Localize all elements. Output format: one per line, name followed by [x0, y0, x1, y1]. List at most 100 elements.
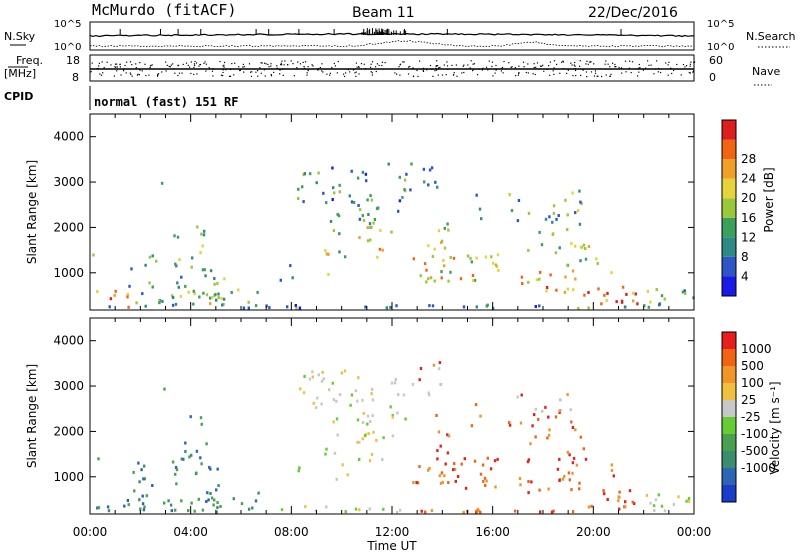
echo-cell [338, 250, 341, 254]
echo-cell [574, 211, 577, 215]
echo-cell [410, 162, 413, 166]
echo-cell [658, 303, 661, 307]
nave-dot [205, 70, 207, 72]
nave-dot [114, 66, 116, 68]
echo-cell [175, 482, 178, 486]
nave-dot [492, 75, 494, 77]
echo-cell [366, 422, 369, 426]
nave-dot [331, 67, 333, 69]
nave-dot [177, 74, 179, 77]
echo-cell [538, 230, 541, 234]
echo-cell [135, 301, 138, 305]
nave-dot [370, 71, 372, 73]
echo-cell [610, 463, 613, 467]
echo-cell [428, 304, 431, 308]
echo-cell [291, 276, 294, 280]
echo-cell [201, 268, 205, 272]
nave-dot [173, 68, 175, 70]
colorbar-tick-label: 16 [741, 211, 756, 225]
echo-cell [440, 241, 443, 244]
echo-cell [142, 508, 146, 512]
nave-dot [559, 72, 561, 74]
echo-cell [433, 279, 436, 283]
nave-dot [100, 74, 103, 76]
nave-dot [689, 65, 691, 67]
echo-cell [546, 436, 549, 440]
nsky-panel: N.Sky 10^5 10^0 10^5 10^0 N.Search [4, 19, 796, 53]
echo-cell [491, 261, 495, 265]
echo-cell [371, 398, 375, 402]
echo-cell [365, 179, 368, 183]
echo-cell [199, 416, 203, 420]
echo-cell [344, 255, 347, 259]
nave-dot [412, 67, 414, 69]
nave-dot [317, 67, 319, 70]
nave-dot [282, 74, 284, 76]
echo-cell [297, 187, 300, 191]
echo-cell [209, 467, 212, 471]
nave-dot [222, 71, 224, 74]
echo-cell [204, 274, 207, 278]
power-panel: 1000 2000 3000 4000 Slant Range [km] 4 8 12 16… [25, 113, 776, 311]
echo-cell [311, 370, 314, 374]
echo-cell [552, 204, 556, 208]
echo-cell [213, 498, 216, 502]
nave-dot [102, 72, 104, 74]
nave-dot [281, 64, 283, 66]
colorbar-tick-label: 500 [741, 359, 764, 373]
echo-cell [427, 468, 430, 472]
nave-dot [693, 70, 695, 72]
echo-cell [114, 289, 117, 293]
nave-dot [510, 66, 512, 68]
nave-dot [538, 68, 541, 70]
echo-cell [366, 239, 370, 243]
nave-dot [370, 66, 372, 68]
colorbar-tick-label: -500 [741, 444, 768, 458]
nave-dot [97, 67, 99, 69]
echo-cell [687, 499, 691, 503]
echo-cell [537, 417, 540, 421]
nave-dot [394, 72, 396, 74]
nave-dot [158, 73, 160, 75]
nave-dot [193, 66, 195, 68]
echo-cell [584, 457, 588, 461]
echo-cell [397, 209, 400, 213]
echo-cell [439, 444, 442, 448]
echo-cell [527, 280, 530, 284]
echo-cell [652, 504, 656, 508]
echo-cell [256, 290, 259, 294]
echo-cell [358, 217, 362, 221]
echo-cell [496, 457, 499, 461]
colorbar-segment [722, 276, 736, 296]
nave-dot [113, 75, 115, 77]
echo-cell [174, 508, 177, 512]
echo-cell [170, 509, 173, 513]
nave-dot [157, 75, 159, 77]
nave-dot [326, 73, 328, 75]
echo-cell [370, 198, 374, 202]
y-tick-label: 3000 [53, 379, 84, 393]
echo-cell [335, 477, 338, 481]
nave-dot [231, 63, 233, 65]
nave-dot [693, 61, 695, 63]
nave-dot [98, 62, 100, 64]
echo-cell [187, 509, 190, 513]
echo-cell [138, 480, 141, 484]
echo-cell [433, 247, 436, 251]
echo-cell [322, 191, 325, 195]
echo-cell [314, 406, 318, 410]
echo-cell [435, 414, 438, 417]
velocity-y-label: Slant Range [km] [25, 364, 39, 468]
echo-cell [354, 507, 358, 511]
echo-cell [527, 491, 530, 495]
nave-dot [260, 62, 262, 64]
nave-dot [435, 65, 437, 67]
echo-cell [564, 198, 567, 202]
echo-cell [576, 209, 580, 213]
nave-dot [303, 65, 305, 68]
echo-cell [175, 468, 179, 472]
nave-dot [575, 75, 577, 77]
nave-dot [494, 72, 496, 74]
echo-cell [354, 389, 358, 393]
